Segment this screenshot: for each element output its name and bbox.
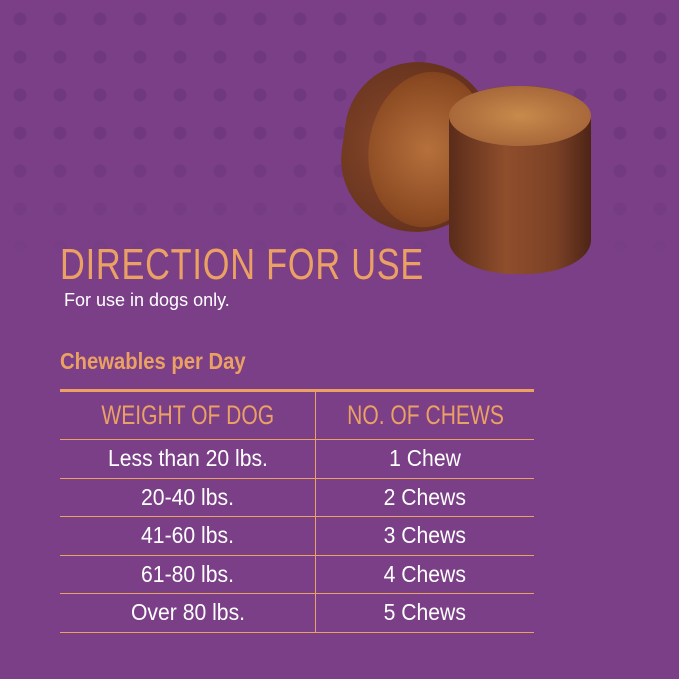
table-row: Less than 20 lbs. 1 Chew: [60, 439, 534, 479]
table-header-row: WEIGHT OF DOG NO. OF CHEWS: [60, 390, 534, 440]
dosage-table: WEIGHT OF DOG NO. OF CHEWS Less than 20 …: [60, 389, 534, 633]
table-row: 20-40 lbs. 2 Chews: [60, 478, 534, 517]
page-title: DIRECTION FOR USE: [60, 240, 425, 289]
header-chews: NO. OF CHEWS: [315, 390, 534, 440]
section-heading: Chewables per Day: [60, 348, 246, 374]
table-row: 41-60 lbs. 3 Chews: [60, 516, 534, 556]
subtitle: For use in dogs only.: [64, 290, 230, 310]
chew-image-front: [449, 86, 591, 274]
table-row: Over 80 lbs. 5 Chews: [60, 593, 534, 633]
table-row: 61-80 lbs. 4 Chews: [60, 555, 534, 594]
header-weight: WEIGHT OF DOG: [60, 390, 316, 440]
